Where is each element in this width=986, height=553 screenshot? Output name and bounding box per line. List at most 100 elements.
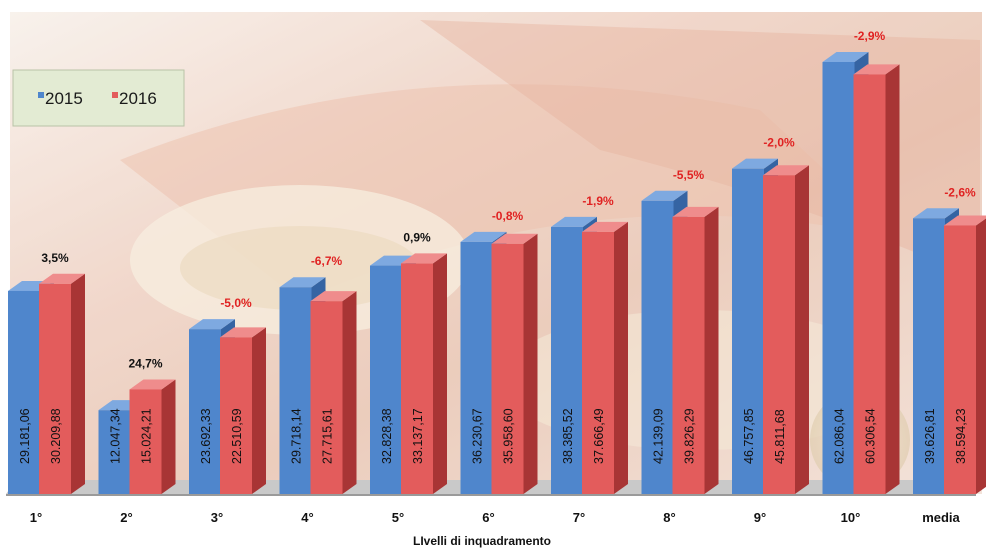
bar-front xyxy=(310,301,343,494)
bar-top xyxy=(763,165,809,176)
bar-front xyxy=(460,241,493,494)
bar-front xyxy=(39,283,71,494)
bar-front xyxy=(401,263,433,494)
value-label-2016-9: 45.811,68 xyxy=(773,409,787,464)
bar-side xyxy=(342,291,357,494)
value-label-2015-6: 36.230,67 xyxy=(471,408,485,464)
category-label-8: 8° xyxy=(663,510,675,525)
bar-front xyxy=(551,226,583,494)
bar-2016-2 xyxy=(129,379,176,494)
value-label-2015-2: 12.047,34 xyxy=(109,408,123,464)
bar-top xyxy=(129,379,176,390)
change-label-1: 3,5% xyxy=(41,251,69,265)
legend-swatch-2016 xyxy=(112,92,118,98)
value-label-2016-5: 33.137,17 xyxy=(411,408,425,464)
bar-2016-4 xyxy=(310,291,357,494)
change-label-6: -0,8% xyxy=(492,209,524,223)
value-label-2015-3: 23.692,33 xyxy=(199,408,213,464)
legend-label-2015: 2015 xyxy=(45,89,83,108)
bar-front xyxy=(189,329,221,494)
bars-layer xyxy=(8,52,986,495)
bar-side xyxy=(795,165,809,494)
change-label-4: -6,7% xyxy=(311,254,343,268)
bar-top xyxy=(672,206,719,217)
category-label-3: 3° xyxy=(211,510,223,525)
value-label-2015-9: 46.757,85 xyxy=(742,408,756,464)
bar-top xyxy=(310,291,357,302)
category-label-6: 6° xyxy=(482,510,494,525)
value-label-2016-2: 15.024,21 xyxy=(140,408,154,464)
bar-side xyxy=(704,206,719,494)
bar-top xyxy=(732,158,778,169)
value-label-2015-11: 39.626,81 xyxy=(923,408,937,464)
bar-top xyxy=(944,215,986,226)
bar-group-5 xyxy=(370,253,447,494)
change-label-7: -1,9% xyxy=(582,194,614,208)
category-label-4: 4° xyxy=(301,510,313,525)
bar-front xyxy=(853,74,886,495)
bar-group-9 xyxy=(732,158,809,495)
value-label-2016-4: 27.715,61 xyxy=(321,408,335,464)
bar-2016-11 xyxy=(944,215,986,494)
bar-front xyxy=(279,287,312,494)
bar-group-3 xyxy=(189,319,266,494)
bar-side xyxy=(252,327,266,494)
category-label-10: 10° xyxy=(841,510,861,525)
bar-2016-9 xyxy=(763,165,809,494)
bar-side xyxy=(885,64,900,495)
change-label-2: 24,7% xyxy=(128,356,162,370)
bar-side xyxy=(523,233,538,494)
bar-top xyxy=(279,277,326,288)
bar-top xyxy=(401,253,447,264)
change-label-3: -5,0% xyxy=(220,296,252,310)
bar-front xyxy=(913,218,945,494)
value-label-2016-1: 30.209,88 xyxy=(49,408,63,464)
value-label-2015-4: 29.718,14 xyxy=(290,408,304,464)
bar-group-6 xyxy=(460,231,538,495)
bar-side xyxy=(161,379,176,494)
bar-front xyxy=(491,243,524,494)
bar-front xyxy=(98,410,131,494)
bar-top xyxy=(913,208,959,219)
bar-top xyxy=(220,327,266,338)
bar-front xyxy=(370,265,402,494)
value-label-2015-5: 32.828,38 xyxy=(380,408,394,464)
bar-front xyxy=(944,225,976,494)
bar-front xyxy=(8,290,40,494)
bar-side xyxy=(614,221,628,494)
bar-top xyxy=(641,190,688,201)
category-label-5: 5° xyxy=(392,510,404,525)
value-label-2015-8: 42.139,09 xyxy=(652,408,666,464)
bar-side xyxy=(976,218,986,494)
bar-top xyxy=(189,319,235,330)
value-label-2016-8: 39.826,29 xyxy=(683,408,697,464)
bar-top xyxy=(853,64,900,75)
value-label-2016-10: 60.306,54 xyxy=(864,408,878,464)
category-label-11: media xyxy=(922,510,960,525)
bar-group-10 xyxy=(822,52,900,495)
change-label-11: -2,6% xyxy=(944,185,976,199)
bar-top xyxy=(39,273,85,284)
bar-side xyxy=(71,273,85,494)
value-label-2016-11: 38.594,23 xyxy=(954,408,968,464)
bar-group-2 xyxy=(98,379,176,494)
bar-top xyxy=(551,216,597,227)
bar-2016-10 xyxy=(853,64,900,495)
legend: 2015 2016 xyxy=(12,69,185,127)
bar-top xyxy=(582,221,628,232)
category-label-1: 1° xyxy=(30,510,42,525)
labels-layer: 29.181,06 30.209,88 1° 3,5% 12.047,34 15.024,… xyxy=(18,29,976,525)
bar-2016-7 xyxy=(582,221,628,494)
change-label-5: 0,9% xyxy=(403,230,431,244)
bar-group-4 xyxy=(279,277,357,494)
bar-top xyxy=(460,231,507,242)
legend-label-2016: 2016 xyxy=(119,89,157,108)
bar-front xyxy=(220,337,252,494)
bar-2016-5 xyxy=(401,253,447,494)
value-label-2016-6: 35.958,60 xyxy=(502,408,516,464)
bar-top xyxy=(822,52,869,62)
bar-front xyxy=(672,216,705,494)
bar-2016-1 xyxy=(39,273,85,494)
